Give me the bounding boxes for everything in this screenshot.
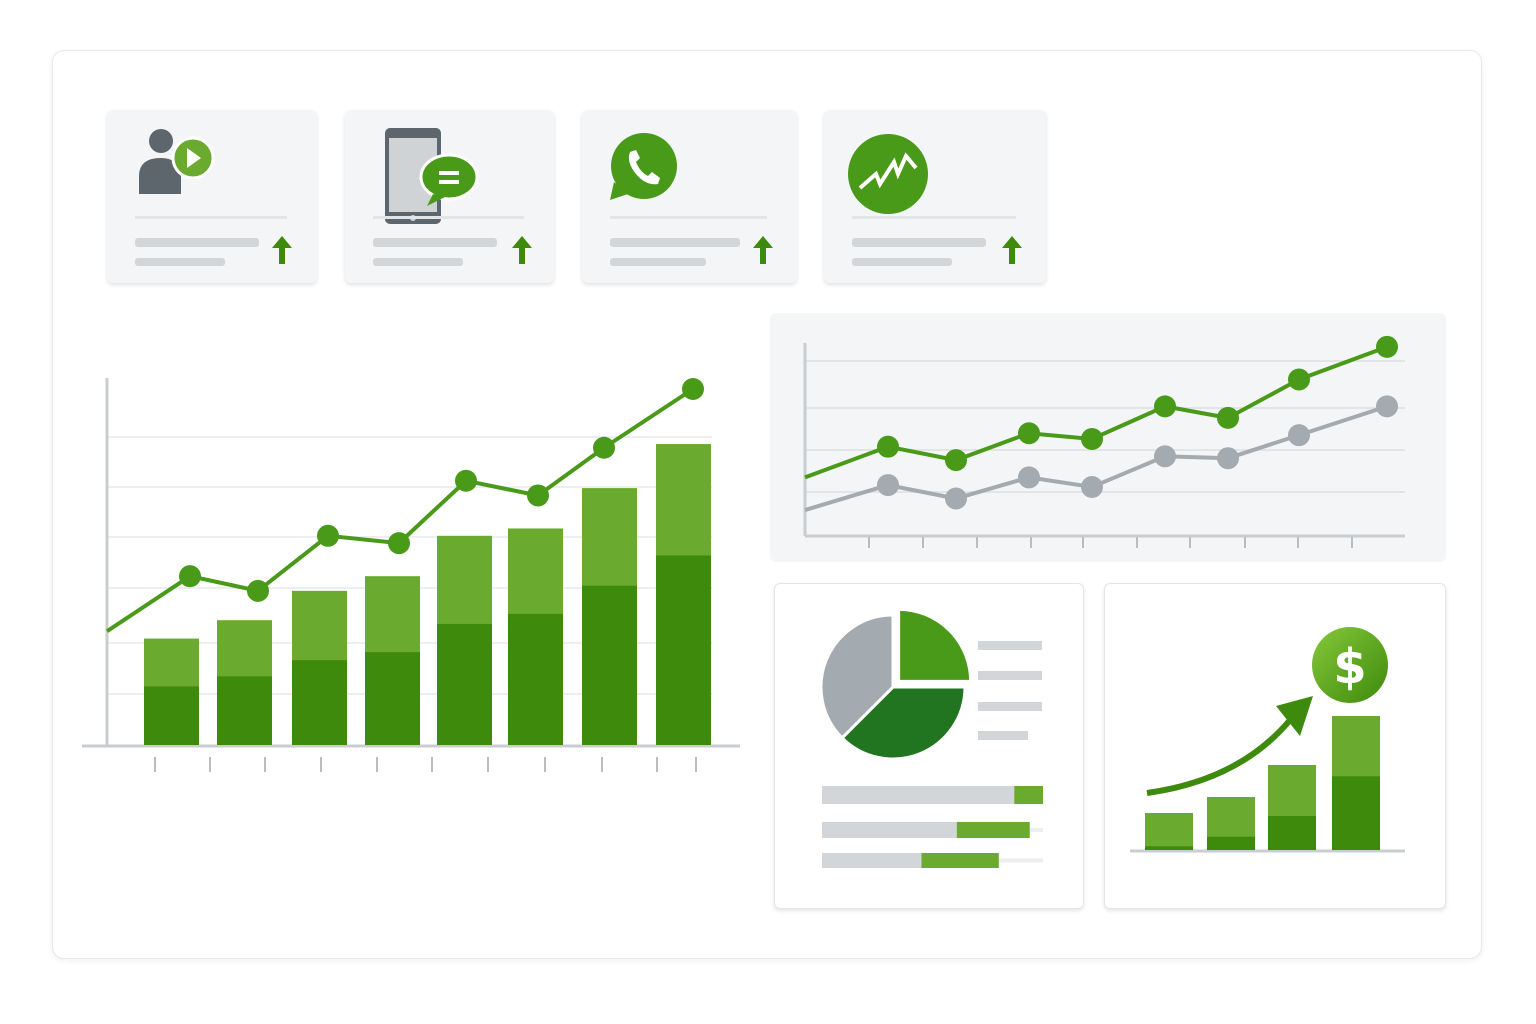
trend-point [388,532,410,555]
legend-placeholder [978,671,1042,680]
series-point [1081,428,1103,450]
pie-slice [839,685,967,761]
text-placeholder [135,238,259,247]
trend-point [593,436,615,459]
revenue-bar-shade [1268,816,1316,850]
divider [610,216,767,219]
text-placeholder [610,238,740,247]
growth-arrow-head [1276,696,1313,736]
progress-green-segment [956,822,1030,838]
progress-green-segment [921,853,999,868]
up-arrow-icon [1002,236,1022,264]
series-point [1288,424,1310,447]
series-point [1081,476,1103,498]
series-point [877,474,899,497]
series-point [1154,395,1176,418]
series-point [945,449,967,472]
series-point [1217,447,1239,470]
revenue-bar-shade [1207,836,1255,850]
bar-shade [656,555,711,745]
series-point [1018,422,1040,445]
user-video-icon [139,129,215,194]
pie-slice [819,613,895,741]
trend-point [455,469,477,492]
kpi-card-calls[interactable] [582,110,797,283]
growth-arrow-icon [1146,718,1293,796]
series-point [945,487,967,510]
progress-green-segment [1014,786,1043,804]
series-point [1154,445,1176,468]
kpi-card-growth[interactable] [824,110,1046,283]
bar-shade [217,676,272,745]
series-point [877,435,899,458]
trend-line-circle-icon [848,134,928,214]
text-placeholder [135,258,225,266]
up-arrow-icon [753,236,773,264]
series-point [1376,335,1398,358]
bar-shade [144,686,199,745]
up-arrow-icon [272,236,292,264]
phone-call-bubble-icon [610,133,677,200]
revenue-bar-shade [1332,776,1380,850]
revenue-growth-illustration: $ [1146,627,1388,796]
series-point [1288,368,1310,391]
series-line [804,344,1388,480]
legend-placeholder [978,641,1042,650]
text-placeholder [852,258,952,266]
pie-slice [897,607,973,683]
revenue-card [1104,583,1446,909]
series-point [1217,406,1239,429]
legend-placeholder [978,702,1042,711]
dollar-coin-icon [1312,627,1388,703]
bar-shade [292,660,347,745]
kpi-card-users[interactable] [107,110,317,283]
revenue-bar-shade [1145,846,1193,850]
legend-placeholder [978,731,1028,740]
series-point [1018,466,1040,489]
text-placeholder [852,238,986,247]
divider [852,216,1016,219]
bar-shade [437,623,492,745]
kpi-card-messages[interactable] [345,110,554,283]
series-point [1376,395,1398,418]
progress-gray-segment [822,822,957,838]
bar-shade [365,652,420,745]
phone-chat-icon [385,128,479,224]
text-placeholder [610,258,706,266]
text-placeholder [373,258,463,266]
trend-point [317,524,339,547]
progress-gray-segment [822,786,1015,804]
dollar-symbol: $ [1333,639,1366,695]
trend-point [682,378,704,401]
bar-shade [508,613,563,745]
divider [135,216,287,219]
text-placeholder [373,238,497,247]
revenue-bar [1145,813,1193,850]
trend-point [247,579,269,602]
progress-gray-segment [822,853,922,868]
up-arrow-icon [512,236,532,264]
divider [373,216,524,219]
trend-point [527,484,549,507]
bar-shade [582,585,637,745]
trend-point [179,565,201,588]
